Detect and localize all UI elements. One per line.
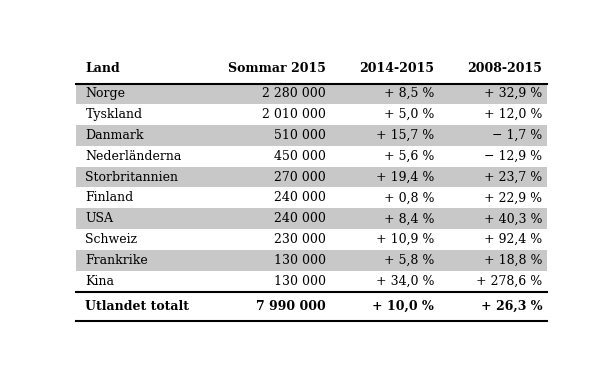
Text: Storbritannien: Storbritannien [85, 170, 178, 184]
Text: 510 000: 510 000 [274, 129, 326, 142]
Text: Finland: Finland [85, 192, 134, 204]
Bar [76, 83, 547, 104]
Text: + 32,9 %: + 32,9 % [484, 87, 542, 100]
Text: Nederländerna: Nederländerna [85, 150, 182, 162]
Text: − 1,7 %: − 1,7 % [492, 129, 542, 142]
Text: 7 990 000: 7 990 000 [256, 300, 326, 313]
Text: + 12,0 %: + 12,0 % [484, 108, 542, 121]
Text: + 26,3 %: + 26,3 % [481, 300, 542, 313]
Text: + 10,0 %: + 10,0 % [372, 300, 434, 313]
Text: Kina: Kina [85, 275, 114, 288]
Text: 2008-2015: 2008-2015 [468, 62, 542, 75]
Text: Frankrike: Frankrike [85, 254, 148, 267]
Text: Tyskland: Tyskland [85, 108, 142, 121]
Text: + 15,7 %: + 15,7 % [376, 129, 434, 142]
Text: 2014-2015: 2014-2015 [359, 62, 434, 75]
Text: 240 000: 240 000 [274, 212, 326, 225]
Text: 2 010 000: 2 010 000 [262, 108, 326, 121]
Text: + 8,5 %: + 8,5 % [384, 87, 434, 100]
Text: + 19,4 %: + 19,4 % [376, 170, 434, 184]
Text: + 22,9 %: + 22,9 % [485, 192, 542, 204]
Bar [76, 125, 547, 146]
Text: + 5,0 %: + 5,0 % [384, 108, 434, 121]
Text: 2 280 000: 2 280 000 [262, 87, 326, 100]
Text: 270 000: 270 000 [274, 170, 326, 184]
Text: 240 000: 240 000 [274, 192, 326, 204]
Text: Danmark: Danmark [85, 129, 144, 142]
Text: + 34,0 %: + 34,0 % [376, 275, 434, 288]
Text: + 8,4 %: + 8,4 % [384, 212, 434, 225]
Text: + 0,8 %: + 0,8 % [384, 192, 434, 204]
Text: + 40,3 %: + 40,3 % [484, 212, 542, 225]
Text: + 10,9 %: + 10,9 % [376, 233, 434, 246]
Text: Utlandet totalt: Utlandet totalt [85, 300, 190, 313]
Text: + 5,6 %: + 5,6 % [384, 150, 434, 162]
Text: 450 000: 450 000 [274, 150, 326, 162]
Bar [76, 250, 547, 271]
Text: 130 000: 130 000 [274, 275, 326, 288]
Text: − 12,9 %: − 12,9 % [485, 150, 542, 162]
Text: + 18,8 %: + 18,8 % [484, 254, 542, 267]
Text: + 23,7 %: + 23,7 % [484, 170, 542, 184]
Text: 230 000: 230 000 [274, 233, 326, 246]
Text: USA: USA [85, 212, 114, 225]
Bar [76, 167, 547, 187]
Text: 130 000: 130 000 [274, 254, 326, 267]
Text: Norge: Norge [85, 87, 125, 100]
Text: + 92,4 %: + 92,4 % [484, 233, 542, 246]
Text: + 5,8 %: + 5,8 % [384, 254, 434, 267]
Bar [76, 208, 547, 229]
Text: Land: Land [85, 62, 120, 75]
Text: Sommar 2015: Sommar 2015 [228, 62, 326, 75]
Text: + 278,6 %: + 278,6 % [476, 275, 542, 288]
Text: Schweiz: Schweiz [85, 233, 137, 246]
